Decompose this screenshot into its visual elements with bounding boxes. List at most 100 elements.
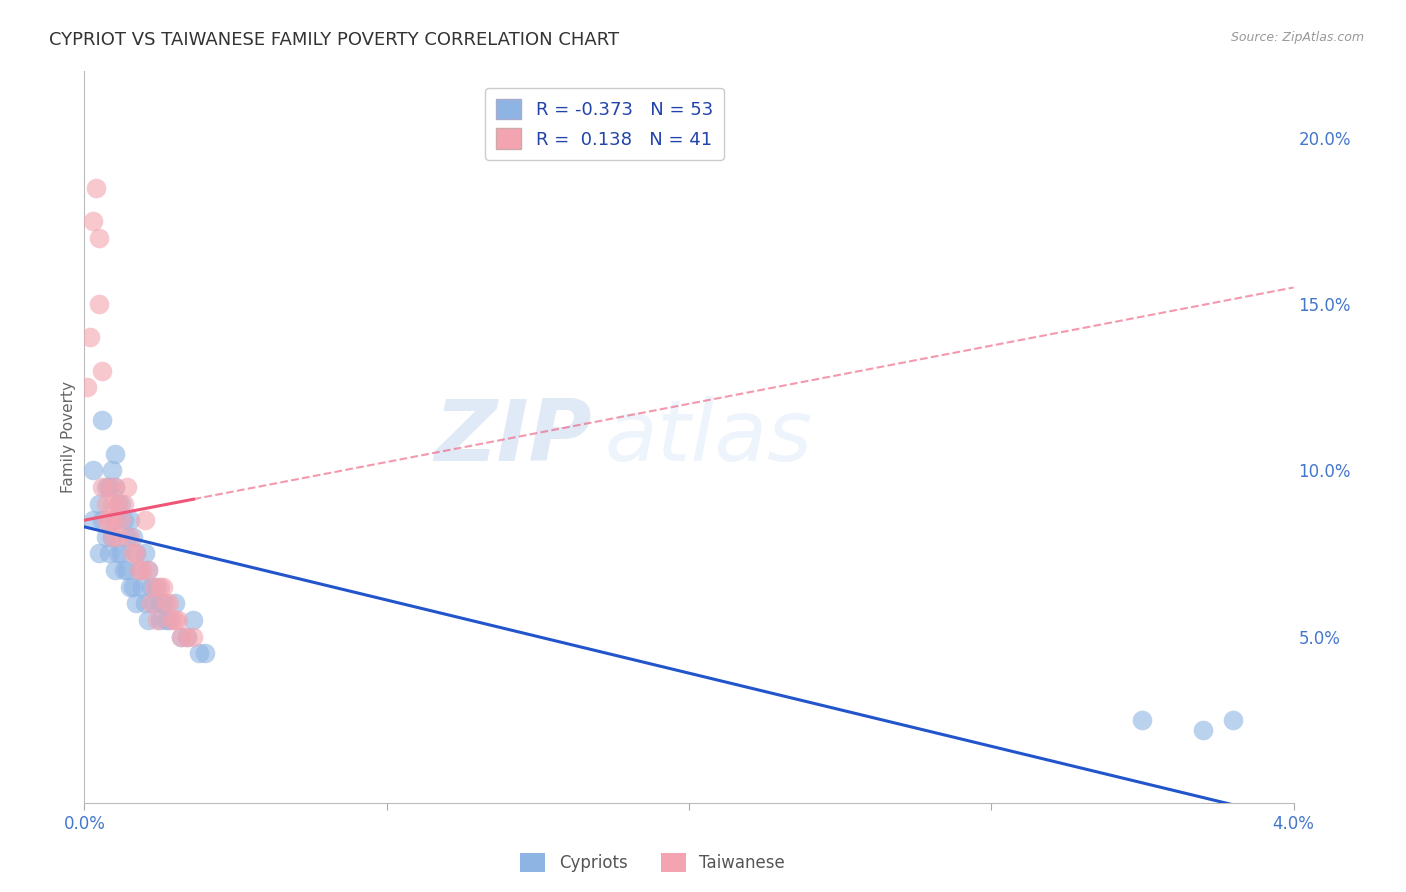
Point xyxy=(128,563,150,577)
Point xyxy=(107,530,129,544)
Point xyxy=(104,513,127,527)
Point xyxy=(91,363,114,377)
Point xyxy=(104,480,127,494)
Point xyxy=(146,613,169,627)
Point xyxy=(128,563,150,577)
Point xyxy=(149,596,172,610)
Point xyxy=(91,513,114,527)
Point xyxy=(86,180,108,194)
Point xyxy=(104,513,127,527)
Point xyxy=(79,330,101,344)
Point xyxy=(97,513,120,527)
Point xyxy=(89,497,111,511)
Point xyxy=(89,230,111,244)
Point xyxy=(181,613,204,627)
Point xyxy=(149,613,172,627)
Point xyxy=(94,513,117,527)
Point xyxy=(89,297,111,311)
Point xyxy=(139,596,162,610)
Point xyxy=(100,530,122,544)
Point xyxy=(107,546,129,560)
Point xyxy=(194,646,217,660)
Point xyxy=(118,580,141,594)
Point xyxy=(1132,713,1154,727)
Point xyxy=(142,580,165,594)
Point xyxy=(82,513,104,527)
Point xyxy=(112,497,135,511)
Point xyxy=(82,214,104,228)
Point xyxy=(94,480,117,494)
Y-axis label: Family Poverty: Family Poverty xyxy=(60,381,76,493)
Point xyxy=(110,513,132,527)
Text: CYPRIOT VS TAIWANESE FAMILY POVERTY CORRELATION CHART: CYPRIOT VS TAIWANESE FAMILY POVERTY CORR… xyxy=(49,31,619,49)
Point xyxy=(136,563,159,577)
Point xyxy=(1222,713,1244,727)
Point xyxy=(110,546,132,560)
Point xyxy=(121,530,143,544)
Text: ZIP: ZIP xyxy=(434,395,592,479)
Point xyxy=(112,563,135,577)
Point xyxy=(131,563,153,577)
Point xyxy=(104,563,127,577)
Point xyxy=(100,463,122,477)
Point xyxy=(107,497,129,511)
Point xyxy=(89,546,111,560)
Legend: Cypriots, Taiwanese: Cypriots, Taiwanese xyxy=(513,846,792,879)
Point xyxy=(100,497,122,511)
Point xyxy=(170,630,193,644)
Point xyxy=(110,497,132,511)
Point xyxy=(155,613,177,627)
Point xyxy=(104,447,127,461)
Point xyxy=(176,630,198,644)
Point xyxy=(91,480,114,494)
Point xyxy=(121,580,143,594)
Point xyxy=(170,630,193,644)
Point xyxy=(136,613,159,627)
Point xyxy=(157,596,180,610)
Point xyxy=(134,546,156,560)
Point xyxy=(125,596,148,610)
Point xyxy=(152,596,174,610)
Point xyxy=(152,580,174,594)
Point xyxy=(139,580,162,594)
Point xyxy=(157,613,180,627)
Point xyxy=(165,613,187,627)
Point xyxy=(107,497,129,511)
Point xyxy=(149,580,172,594)
Point xyxy=(104,480,127,494)
Point xyxy=(97,480,120,494)
Text: Source: ZipAtlas.com: Source: ZipAtlas.com xyxy=(1230,31,1364,45)
Point xyxy=(134,596,156,610)
Point xyxy=(115,480,138,494)
Point xyxy=(115,563,138,577)
Point xyxy=(94,530,117,544)
Point xyxy=(97,546,120,560)
Text: atlas: atlas xyxy=(605,395,813,479)
Point xyxy=(1192,723,1215,737)
Point xyxy=(146,580,169,594)
Point xyxy=(181,630,204,644)
Point xyxy=(82,463,104,477)
Point xyxy=(91,413,114,427)
Point xyxy=(167,613,190,627)
Point xyxy=(165,596,187,610)
Point xyxy=(142,596,165,610)
Point xyxy=(188,646,211,660)
Point xyxy=(125,546,148,560)
Point xyxy=(112,513,135,527)
Point xyxy=(115,530,138,544)
Point xyxy=(160,613,183,627)
Point xyxy=(76,380,98,394)
Point xyxy=(121,546,143,560)
Point xyxy=(125,546,148,560)
Point xyxy=(94,497,117,511)
Point xyxy=(118,513,141,527)
Point xyxy=(155,596,177,610)
Point xyxy=(118,530,141,544)
Point xyxy=(134,513,156,527)
Point xyxy=(131,580,153,594)
Point xyxy=(97,480,120,494)
Point xyxy=(176,630,198,644)
Point xyxy=(100,530,122,544)
Point xyxy=(136,563,159,577)
